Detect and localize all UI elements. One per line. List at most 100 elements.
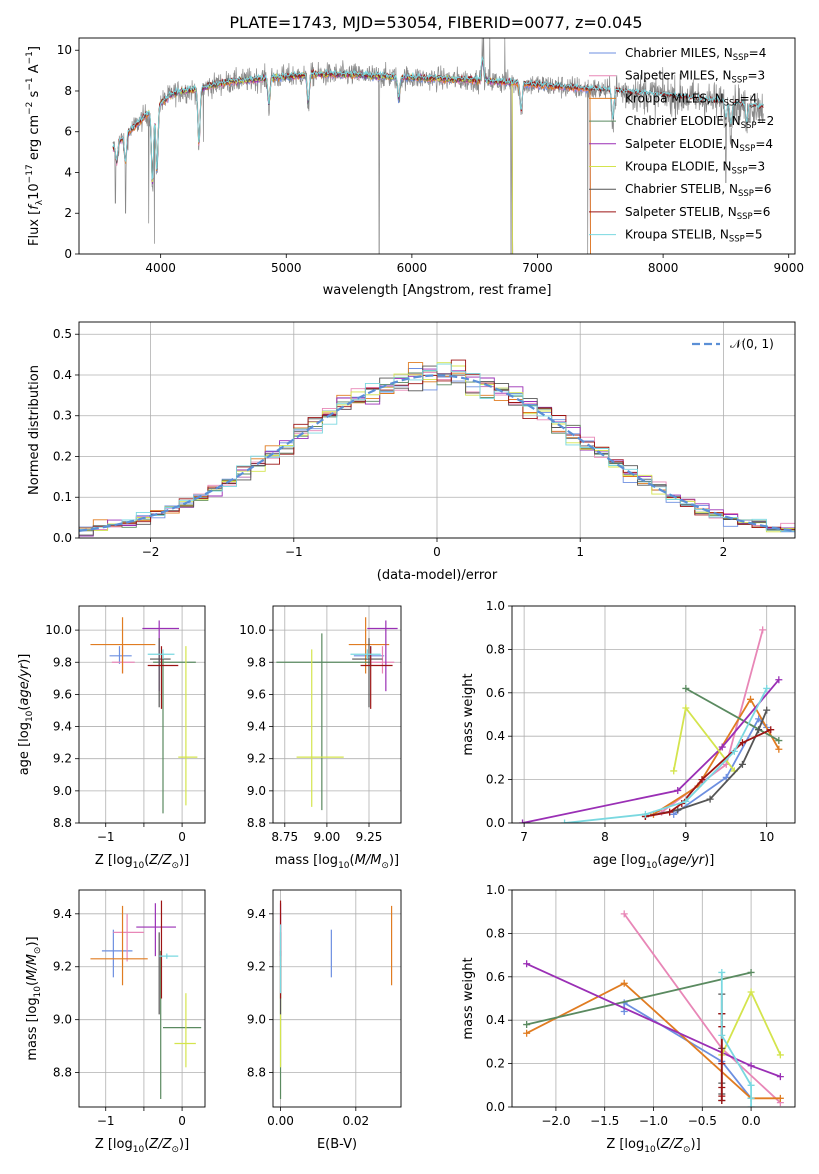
y-axis-label-part: erg cm: [27, 115, 42, 164]
legend-label-n: =6: [754, 182, 772, 196]
weight-marker-salpeter-elodie: [776, 1073, 784, 1081]
axis-label-part: age/yr: [17, 662, 32, 705]
weight-marker-kroupa-elodie: [682, 704, 690, 712]
y-axis-label-part: −1: [25, 77, 35, 90]
x-tick-label: 7000: [522, 261, 553, 275]
y-tick-label: 9.0: [247, 784, 266, 798]
x-tick-label: −2.0: [541, 1114, 570, 1128]
y-tick-label: 1.0: [486, 599, 505, 613]
y-axis-label-part: 10: [27, 183, 42, 200]
legend-label-main: Kroupa MILES, N: [625, 91, 724, 105]
y-tick-label: 8.8: [247, 816, 266, 830]
weight-marker-kroupa-miles: [776, 1094, 784, 1102]
weight-marker-kroupa-miles: [747, 695, 755, 703]
legend-label: Chabrier ELODIE, NSSP=2: [625, 114, 774, 131]
weight-marker-salpeter-miles: [759, 626, 767, 634]
y-tick-label: 8.8: [53, 816, 72, 830]
x-tick-label: −1.0: [639, 1114, 668, 1128]
y-axis-label-part: ]: [27, 46, 42, 51]
weight-marker-salpeter-stelib: [767, 726, 775, 734]
y-tick-label: 9.2: [247, 752, 266, 766]
weight-marker-chabrier-stelib: [738, 760, 746, 768]
x-tick-label: −2: [142, 545, 160, 559]
observed-spectrum-line: [112, 38, 764, 254]
axis-label-part: (: [25, 981, 40, 986]
weight-marker-salpeter-miles: [620, 910, 628, 918]
x-tick-label: 2: [720, 545, 728, 559]
x-tick-label: 8.75: [271, 830, 298, 844]
plot-area: [523, 910, 784, 1107]
x-tick-label: 6000: [397, 261, 428, 275]
axes-frame: [272, 605, 402, 824]
weight-line-kroupa-miles: [526, 982, 781, 1100]
y-axis-label-part: s: [27, 90, 42, 101]
legend-label: Salpeter MILES, NSSP=3: [625, 69, 765, 86]
weight-line-chabrier-miles: [623, 1001, 752, 1099]
weight-marker-kroupa-elodie: [776, 1051, 784, 1059]
axis-label-part: 10: [25, 710, 35, 722]
weight-Z-panel: −2.0 −1.5 −1.0 −0.5 0.0 0.0 0.2 0.4 0.6 0.8 1.0 mas…: [461, 883, 796, 1155]
y-tick-label: 9.2: [53, 960, 72, 974]
spectrum-panel: 4000 5000 6000 7000 8000 9000 0 2 4 6 8 10 Chabrier …: [25, 37, 804, 298]
weight-marker-kroupa-stelib: [747, 1094, 755, 1102]
weight-marker-salpeter-stelib: [718, 1060, 726, 1068]
legend-label-sub: SSP: [729, 235, 745, 245]
legend-label-n: =6: [753, 205, 771, 219]
axis-label-part: age [log: [17, 722, 32, 775]
y-tick-label: 4: [64, 165, 72, 179]
axis-label-part: )]: [179, 853, 189, 868]
y-axis-label-part: −17: [25, 164, 35, 183]
y-tick-label: 8: [64, 84, 72, 98]
axis-label-part: 10: [133, 861, 145, 871]
legend-label: Salpeter ELODIE, NSSP=4: [625, 137, 773, 154]
legend-label: Chabrier MILES, NSSP=4: [625, 46, 766, 63]
axis-label-part: Z [log: [606, 1137, 644, 1152]
legend-label-n: =3: [747, 160, 765, 174]
legend-label-main: Kroupa STELIB, N: [625, 228, 729, 242]
axis-label-part: M: [355, 853, 366, 868]
axis-label-part: (: [144, 853, 149, 868]
y-tick-label: 0.6: [486, 970, 505, 984]
weight-marker-chabrier-miles: [670, 810, 678, 818]
y-tick-label: 0.3: [53, 409, 72, 423]
y-tick-label: 0: [64, 247, 72, 261]
weight-marker-salpeter-stelib: [698, 776, 706, 784]
axis-label-part: M: [25, 970, 40, 981]
plot-area: [279, 900, 393, 1100]
y-tick-label: 0.8: [486, 642, 505, 656]
weight-marker-salpeter-elodie: [718, 743, 726, 751]
x-axis-label: wavelength [Angstrom, rest frame]: [323, 283, 552, 298]
legend-label-sub: SSP: [738, 189, 754, 199]
axis-label-part: Z: [660, 1137, 671, 1152]
axis-label-part: (: [350, 853, 355, 868]
x-tick-label: 5000: [271, 261, 302, 275]
x-tick-label: −1: [97, 1114, 115, 1128]
x-tick-label: 0.00: [267, 1114, 294, 1128]
y-tick-label: 9.2: [53, 752, 72, 766]
legend-label-main: Salpeter ELODIE, N: [625, 137, 739, 151]
legend-label: 𝒩(0, 1): [730, 337, 774, 351]
weight-marker-chabrier-elodie: [682, 684, 690, 692]
y-axis-label-part: −1: [25, 51, 35, 64]
weight-marker-chabrier-elodie: [747, 968, 755, 976]
residuals-panel: −2 −1 0 1 2 0.0 0.1 0.2 0.3 0.4 0.5 𝒩(0, 1) (data-mo…: [27, 321, 796, 583]
axis-label-part: mass [log: [25, 997, 40, 1060]
y-tick-label: 9.4: [247, 720, 266, 734]
x-tick-label: 9000: [773, 261, 804, 275]
legend-label-n: =5: [745, 228, 763, 242]
axis-label: age [log10(age/yr)]: [17, 654, 35, 776]
legend-label: Kroupa ELODIE, NSSP=3: [625, 160, 765, 177]
weight-marker-kroupa-elodie: [747, 988, 755, 996]
y-tick-label: 0.0: [53, 531, 72, 545]
axis-label-part: )]: [25, 936, 40, 946]
y-axis-label: mass weight: [461, 673, 476, 755]
weight-marker-chabrier-stelib: [755, 726, 763, 734]
axis-label-part: )]: [691, 1137, 701, 1152]
axis-label-part: 10: [133, 1145, 145, 1155]
x-tick-label: −1.5: [590, 1114, 619, 1128]
y-axis-label: Normed distribution: [27, 365, 42, 495]
y-tick-label: 9.0: [53, 1013, 72, 1027]
axis-label-part: /M: [365, 853, 382, 868]
axis-label: Z [log10(Z/Z⊙)]: [95, 853, 189, 871]
